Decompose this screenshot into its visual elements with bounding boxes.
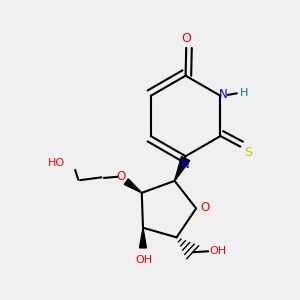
Polygon shape (175, 157, 190, 181)
Text: H: H (239, 88, 248, 98)
Text: OH: OH (209, 246, 226, 256)
Text: S: S (244, 146, 252, 159)
Text: O: O (116, 170, 125, 183)
Text: O: O (201, 201, 210, 214)
Polygon shape (124, 179, 142, 193)
Text: N: N (219, 88, 227, 101)
Polygon shape (140, 228, 146, 248)
Text: OH: OH (135, 255, 152, 265)
Text: N: N (181, 158, 190, 171)
Text: O: O (181, 32, 191, 45)
Text: HO: HO (48, 158, 65, 168)
